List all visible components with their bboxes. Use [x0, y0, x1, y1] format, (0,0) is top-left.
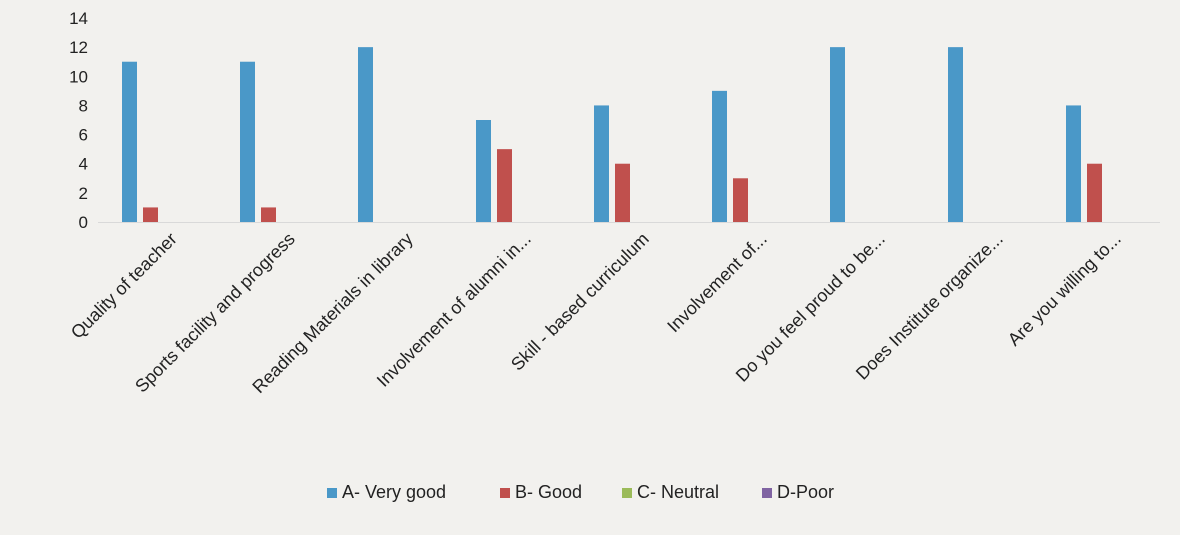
y-tick-label: 10: [69, 67, 88, 86]
y-axis: 0 2 4 6 8 10 12 14: [69, 9, 1160, 232]
y-tick-label: 6: [79, 126, 88, 145]
bar-good: [143, 207, 158, 222]
bar-very-good: [358, 47, 373, 223]
bar-good: [615, 163, 630, 222]
y-tick-label: 12: [69, 38, 88, 57]
legend-item: D-Poor: [762, 482, 834, 502]
legend-swatch: [500, 488, 510, 498]
legend-label: B- Good: [515, 482, 582, 502]
category-label: Are you willing to...: [1004, 229, 1125, 350]
legend-swatch: [762, 488, 772, 498]
y-tick-label: 4: [79, 155, 88, 174]
category-label: Involvement of...: [663, 229, 771, 337]
y-tick-label: 14: [69, 9, 88, 28]
bar-good: [1087, 163, 1102, 222]
bars: [122, 47, 1102, 223]
legend-item: B- Good: [500, 482, 582, 502]
y-tick-label: 2: [79, 184, 88, 203]
bar-good: [497, 149, 512, 222]
legend-swatch: [327, 488, 337, 498]
bar-very-good: [830, 47, 845, 223]
bar-very-good: [240, 61, 255, 222]
legend-label: A- Very good: [342, 482, 446, 502]
legend-swatch: [622, 488, 632, 498]
legend: A- Very good B- Good C- Neutral D-Poor: [327, 482, 834, 502]
bar-very-good: [948, 47, 963, 223]
bar-good: [733, 178, 748, 222]
bar-very-good: [1066, 105, 1081, 222]
bar-very-good: [712, 90, 727, 222]
legend-label: D-Poor: [777, 482, 834, 502]
bar-good: [261, 207, 276, 222]
y-tick-label: 8: [79, 96, 88, 115]
legend-label: C- Neutral: [637, 482, 719, 502]
y-tick-label: 0: [79, 213, 88, 232]
bar-very-good: [476, 120, 491, 222]
category-label: Skill - based curriculum: [507, 229, 653, 375]
legend-item: A- Very good: [327, 482, 446, 502]
legend-item: C- Neutral: [622, 482, 719, 502]
bar-very-good: [122, 61, 137, 222]
category-label: Quality of teacher: [67, 229, 181, 343]
bar-very-good: [594, 105, 609, 222]
